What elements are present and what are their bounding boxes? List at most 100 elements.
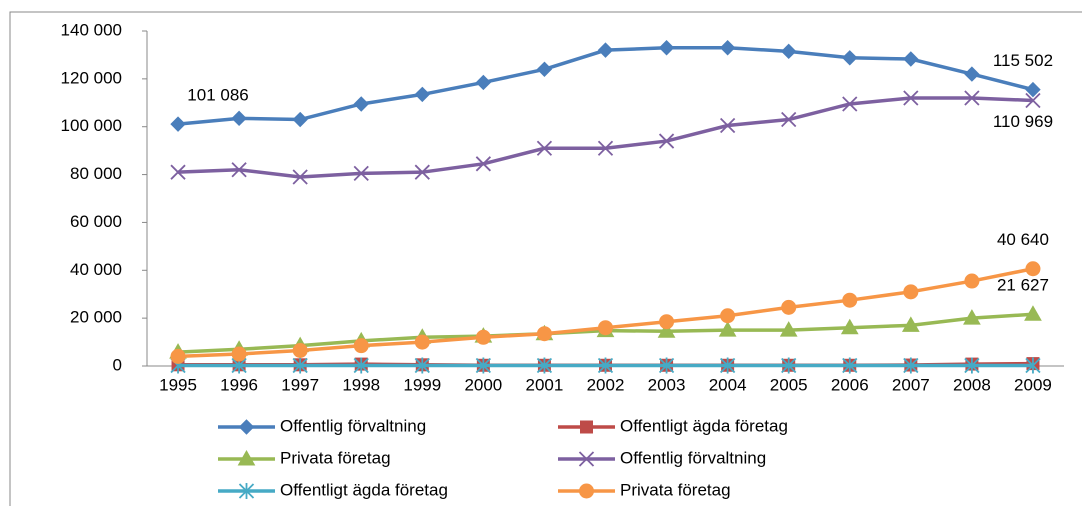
legend-label: Offentlig förvaltning bbox=[620, 448, 766, 467]
x-tick-label: 1997 bbox=[281, 375, 319, 394]
x-tick-label: 2009 bbox=[1014, 375, 1052, 394]
marker bbox=[292, 357, 308, 374]
marker bbox=[719, 117, 736, 134]
marker bbox=[658, 40, 675, 56]
x-tick-label: 1999 bbox=[403, 375, 441, 394]
marker bbox=[842, 292, 858, 308]
x-tick-label: 1998 bbox=[342, 375, 380, 394]
marker bbox=[901, 316, 920, 332]
marker bbox=[1025, 261, 1041, 277]
marker bbox=[659, 314, 675, 330]
marker bbox=[231, 110, 247, 127]
marker bbox=[903, 51, 919, 67]
marker bbox=[353, 96, 369, 112]
y-tick-label: 60 000 bbox=[70, 212, 122, 231]
marker bbox=[579, 483, 594, 499]
marker bbox=[963, 309, 981, 325]
marker bbox=[1025, 357, 1041, 374]
x-tick-label: 1995 bbox=[159, 375, 197, 394]
data-label: 110 969 bbox=[993, 112, 1053, 131]
marker bbox=[536, 326, 552, 342]
marker bbox=[719, 40, 736, 56]
legend-label: Privata företag bbox=[620, 480, 731, 499]
marker bbox=[903, 357, 919, 374]
data-label: 40 640 bbox=[997, 230, 1049, 249]
marker bbox=[657, 322, 676, 338]
marker bbox=[231, 162, 247, 178]
marker bbox=[781, 299, 797, 315]
x-tick-label: 2001 bbox=[526, 375, 564, 394]
marker bbox=[779, 321, 798, 337]
marker bbox=[170, 116, 186, 132]
marker bbox=[597, 140, 614, 156]
marker bbox=[170, 348, 186, 364]
marker bbox=[292, 111, 308, 128]
marker bbox=[231, 346, 247, 362]
y-tick-label: 100 000 bbox=[61, 116, 122, 135]
marker bbox=[475, 156, 492, 172]
marker bbox=[353, 357, 369, 374]
legend-label: Offentligt ägda företag bbox=[620, 416, 788, 435]
marker bbox=[1025, 81, 1041, 98]
legend-label: Offentligt ägda företag bbox=[280, 480, 448, 499]
marker bbox=[781, 357, 797, 374]
marker bbox=[414, 334, 430, 350]
marker bbox=[353, 338, 369, 354]
marker bbox=[170, 164, 186, 180]
marker bbox=[1024, 305, 1042, 321]
data-label: 21 627 bbox=[997, 276, 1049, 295]
x-tick-label: 2007 bbox=[892, 375, 930, 394]
marker bbox=[598, 320, 613, 336]
marker bbox=[536, 61, 553, 77]
marker bbox=[719, 357, 736, 374]
marker bbox=[238, 483, 255, 499]
marker bbox=[718, 321, 737, 337]
x-tick-label: 1996 bbox=[220, 375, 258, 394]
marker bbox=[1025, 92, 1041, 109]
marker bbox=[964, 66, 980, 82]
x-tick-label: 2005 bbox=[770, 375, 808, 394]
marker bbox=[840, 318, 859, 335]
marker bbox=[536, 140, 553, 156]
marker bbox=[842, 96, 858, 112]
marker bbox=[964, 357, 980, 374]
marker bbox=[903, 284, 919, 300]
x-tick-label: 2002 bbox=[587, 375, 625, 394]
marker bbox=[903, 90, 919, 106]
marker bbox=[292, 342, 308, 358]
legend-label: Offentlig förvaltning bbox=[280, 416, 426, 435]
marker bbox=[237, 449, 256, 466]
data-label: 115 502 bbox=[993, 51, 1053, 70]
marker bbox=[964, 273, 980, 289]
y-tick-label: 80 000 bbox=[70, 164, 122, 183]
marker bbox=[536, 357, 553, 374]
y-tick-label: 0 bbox=[113, 355, 122, 374]
marker bbox=[475, 74, 492, 91]
y-tick-label: 120 000 bbox=[61, 68, 122, 87]
data-label: 101 086 bbox=[187, 86, 248, 105]
marker bbox=[597, 357, 614, 374]
series-line bbox=[177, 267, 1034, 359]
series-line bbox=[177, 96, 1034, 179]
marker bbox=[658, 133, 675, 149]
x-tick-label: 2008 bbox=[953, 375, 991, 394]
y-tick-label: 20 000 bbox=[70, 308, 122, 327]
y-tick-label: 40 000 bbox=[70, 260, 122, 279]
marker bbox=[842, 357, 858, 374]
marker bbox=[578, 451, 595, 467]
marker bbox=[780, 43, 797, 60]
x-tick-label: 2003 bbox=[648, 375, 686, 394]
marker bbox=[781, 111, 797, 128]
marker bbox=[964, 90, 980, 106]
marker bbox=[597, 42, 614, 58]
marker bbox=[475, 329, 491, 345]
marker bbox=[720, 308, 736, 324]
marker bbox=[475, 357, 492, 374]
marker bbox=[238, 419, 255, 435]
legend-label: Privata företag bbox=[280, 448, 391, 467]
chart-frame bbox=[9, 11, 1082, 506]
marker bbox=[842, 50, 858, 66]
x-tick-label: 2006 bbox=[831, 375, 869, 394]
